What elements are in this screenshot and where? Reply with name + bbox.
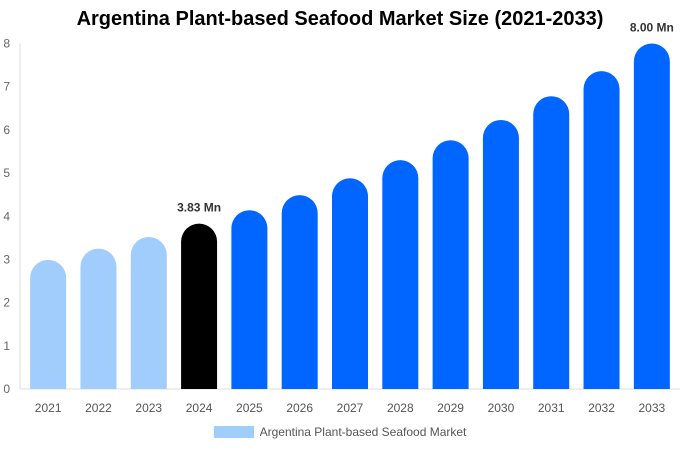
bar-2033 [633,43,670,389]
x-tick-label: 2028 [387,401,414,415]
bar-2022 [80,248,117,389]
bar-2026 [281,195,318,389]
chart-title: Argentina Plant-based Seafood Market Siz… [76,8,604,30]
x-tick-label: 2026 [286,401,313,415]
bar-2025 [231,210,268,389]
legend[interactable]: Argentina Plant-based Seafood Market [0,425,680,439]
y-tick-label: 2 [3,296,10,310]
y-tick-label: 4 [3,209,10,223]
bar-2023 [130,236,167,389]
data-label-2024: 3.83 Mn [177,201,221,215]
bar-2027 [332,178,368,389]
x-tick-label: 2032 [588,401,615,415]
x-tick-label: 2033 [638,401,665,415]
bar-2024 [181,223,218,389]
y-tick-label: 5 [3,166,10,180]
bar-2028 [382,160,419,389]
x-tick-label: 2031 [538,401,565,415]
x-tick-label: 2027 [337,401,364,415]
x-tick-label: 2021 [35,401,62,415]
x-tick-label: 2022 [85,401,112,415]
x-tick-label: 2023 [135,401,162,415]
x-tick-label: 2025 [236,401,263,415]
y-tick-label: 1 [3,339,10,353]
bar-2029 [432,140,469,389]
legend-swatch [213,426,254,438]
x-tick-label: 2029 [437,401,464,415]
y-tick-label: 6 [3,123,10,137]
y-tick-label: 8 [3,37,10,51]
legend-label: Argentina Plant-based Seafood Market [259,425,467,439]
y-tick-label: 0 [3,382,10,396]
bar-2031 [533,96,570,389]
data-label-2033: 8.00 Mn [630,21,674,35]
x-tick-label: 2030 [488,401,515,415]
y-tick-label: 3 [3,252,10,266]
x-tick-label: 2024 [186,401,213,415]
bar-2032 [583,71,620,389]
bar-2030 [482,119,519,389]
bar-2021 [30,259,67,389]
y-tick-label: 7 [3,80,10,94]
